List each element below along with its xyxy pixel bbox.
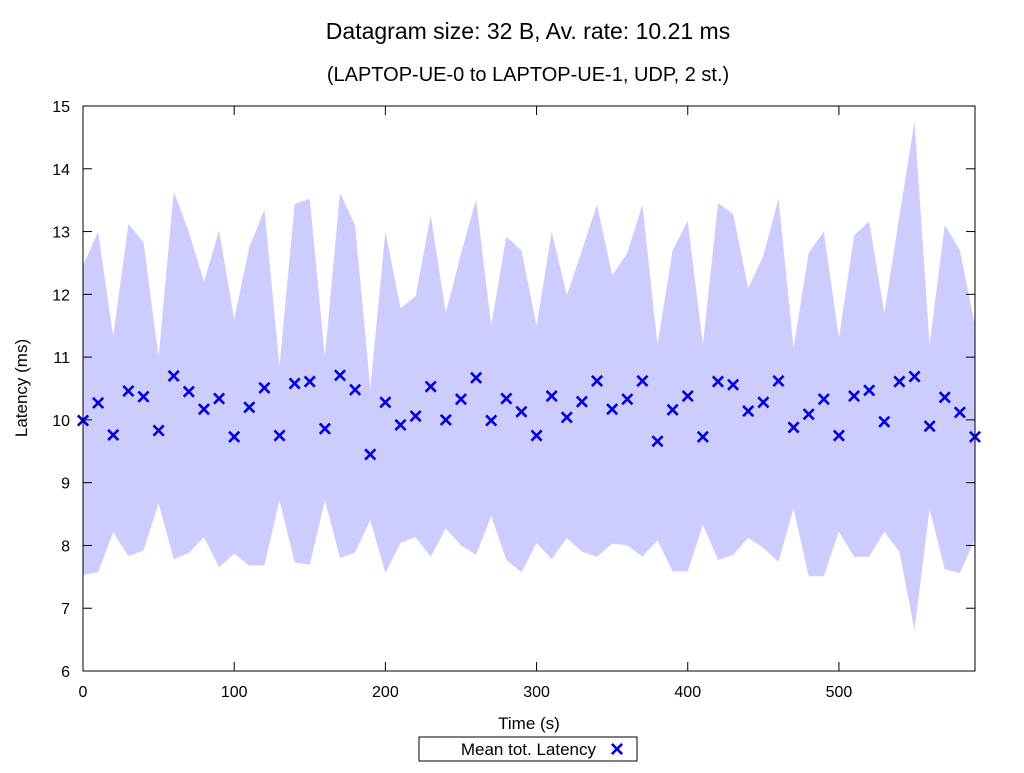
data-point-x-marker xyxy=(197,403,210,416)
chart-subtitle: (LAPTOP-UE-0 to LAPTOP-UE-1, UDP, 2 st.) xyxy=(327,64,729,86)
data-point-x-marker xyxy=(424,380,437,393)
x-axis-label: Time (s) xyxy=(498,714,560,733)
data-point-x-marker xyxy=(832,429,845,442)
data-point-x-marker xyxy=(394,418,407,431)
x-tick-label: 200 xyxy=(372,684,399,701)
data-point-x-marker xyxy=(409,410,422,423)
y-axis-ticks: 6 7 8 9 10 11 12 13 14 15 xyxy=(52,99,975,681)
data-point-x-marker xyxy=(606,403,619,416)
data-point-x-marker xyxy=(182,385,195,398)
data-point-x-marker xyxy=(228,430,241,443)
data-point-x-marker xyxy=(757,396,770,409)
legend-entry-label: Mean tot. Latency xyxy=(461,740,597,759)
x-tick-label: 0 xyxy=(79,684,88,701)
data-point-x-marker xyxy=(515,405,528,418)
data-point-x-marker xyxy=(485,414,498,427)
latency-range-band-layer xyxy=(83,121,975,631)
y-tick-label: 10 xyxy=(52,413,70,430)
data-point-x-marker xyxy=(379,396,392,409)
data-point-x-marker xyxy=(530,429,543,442)
data-point-x-marker xyxy=(953,406,966,419)
data-point-x-marker xyxy=(621,393,634,406)
y-tick-label: 12 xyxy=(52,287,70,304)
data-point-x-marker xyxy=(560,411,573,424)
y-tick-label: 11 xyxy=(53,350,70,367)
data-point-x-marker xyxy=(696,430,709,443)
data-point-x-marker xyxy=(802,408,815,421)
data-point-x-marker xyxy=(575,395,588,408)
data-point-x-marker xyxy=(590,374,604,388)
y-tick-label: 14 xyxy=(52,162,70,179)
data-point-x-marker xyxy=(727,378,740,391)
data-point-x-marker xyxy=(213,392,226,405)
data-point-x-marker xyxy=(167,369,180,382)
y-tick-label: 7 xyxy=(61,601,70,618)
plot-frame xyxy=(82,105,976,672)
data-point-x-marker xyxy=(439,413,452,426)
data-point-x-marker xyxy=(470,371,483,384)
legend-marker-x xyxy=(610,742,624,756)
legend-x-symbol xyxy=(610,742,624,756)
data-point-x-marker xyxy=(92,396,105,409)
x-tick-label: 300 xyxy=(523,684,550,701)
data-point-x-marker xyxy=(545,389,558,403)
data-point-x-marker xyxy=(258,381,271,394)
data-point-x-marker xyxy=(817,393,830,406)
data-point-x-marker xyxy=(288,377,301,390)
x-tick-label: 100 xyxy=(221,684,248,701)
y-axis-label: Latency (ms) xyxy=(12,339,31,437)
legend-box xyxy=(418,736,638,762)
y-tick-label: 15 xyxy=(52,99,70,116)
data-point-x-marker xyxy=(908,370,921,383)
data-point-x-marker xyxy=(666,403,679,416)
data-point-x-marker xyxy=(772,374,785,388)
x-tick-label: 400 xyxy=(674,684,701,701)
data-point-x-marker xyxy=(333,369,347,382)
y-tick-label: 13 xyxy=(52,225,70,242)
data-point-x-marker xyxy=(938,391,951,404)
latency-range-band xyxy=(83,121,975,631)
data-point-x-marker xyxy=(848,389,861,403)
data-point-x-marker xyxy=(681,389,694,403)
data-point-x-marker xyxy=(318,422,331,435)
data-point-x-marker xyxy=(742,405,755,418)
data-point-x-marker xyxy=(878,415,891,428)
data-point-x-marker xyxy=(122,384,135,398)
data-point-x-marker xyxy=(107,428,120,441)
chart-title: Datagram size: 32 B, Av. rate: 10.21 ms xyxy=(326,18,730,44)
y-tick-label: 6 xyxy=(61,664,70,681)
data-point-x-marker xyxy=(636,374,649,388)
data-point-x-marker xyxy=(500,392,513,405)
data-point-x-marker xyxy=(893,375,906,388)
data-point-x-marker xyxy=(273,429,286,442)
data-point-x-marker xyxy=(863,384,876,397)
data-point-x-marker xyxy=(137,390,150,403)
data-point-x-marker xyxy=(152,424,165,437)
data-point-x-marker xyxy=(651,435,664,448)
data-point-x-marker xyxy=(923,420,936,433)
y-tick-label: 9 xyxy=(61,476,70,493)
data-point-x-marker xyxy=(787,421,800,434)
legend: Mean tot. Latency xyxy=(418,736,638,762)
x-axis-ticks: 0 100 200 300 400 500 xyxy=(79,106,853,701)
x-tick-label: 500 xyxy=(826,684,853,701)
data-point-x-marker xyxy=(364,448,377,461)
y-tick-label: 8 xyxy=(61,538,70,555)
data-point-x-marker xyxy=(243,401,256,414)
data-point-x-marker xyxy=(711,375,725,388)
data-point-x-marker xyxy=(303,375,316,388)
data-point-x-marker xyxy=(454,393,468,406)
data-point-x-marker xyxy=(349,383,362,396)
